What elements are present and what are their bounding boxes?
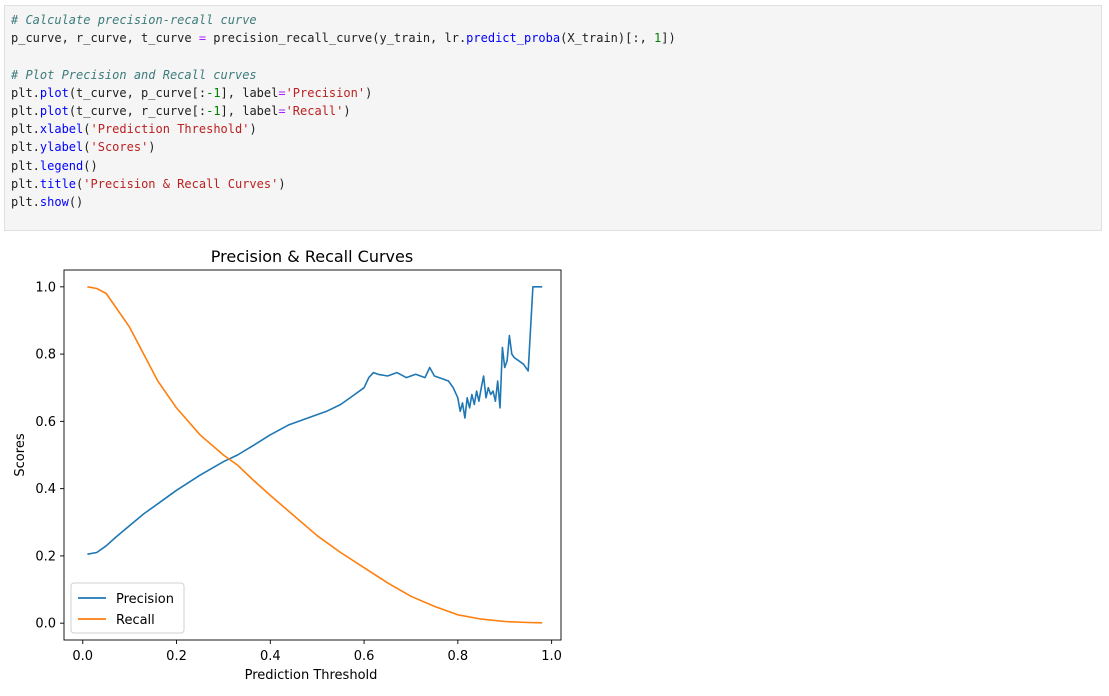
y-axis-label: Scores	[13, 433, 28, 476]
code-token: plot	[39, 103, 69, 118]
code-token: 'Recall'	[285, 103, 344, 118]
y-tick-label: 0.4	[35, 482, 56, 497]
series-line-precision	[87, 285, 543, 555]
code-line: plt.legend()	[11, 157, 676, 175]
code-token: =	[278, 103, 286, 118]
code-token: )	[148, 140, 156, 155]
code-token: plot	[39, 85, 69, 100]
code-token: (t_curve, p_curve[:	[68, 85, 207, 100]
code-token: (t_curve, r_curve[:	[68, 103, 207, 118]
y-tick-label: 0.8	[35, 348, 56, 363]
code-line	[11, 47, 676, 65]
code-cell[interactable]: # Calculate precision-recall curve p_curv…	[4, 5, 1102, 231]
code-line: plt.xlabel('Prediction Threshold')	[11, 120, 676, 138]
code-token: =	[278, 85, 286, 100]
code-token: show	[39, 194, 69, 209]
code-token: xlabel	[39, 122, 84, 137]
output-area: Precision & Recall Curves 0.0 0.2 0.4 0.6 0.…	[0, 236, 600, 692]
legend-box	[70, 582, 185, 634]
code-token: (	[83, 140, 91, 155]
code-line: plt.ylabel('Scores')	[11, 138, 676, 156]
code-token: )	[249, 122, 257, 137]
code-token: =	[198, 31, 207, 46]
code-token: precision_recall_curve(y_train, lr.	[206, 31, 467, 46]
code-line: p_curve, r_curve, t_curve = precision_re…	[11, 29, 676, 47]
code-token: plt.	[11, 194, 40, 209]
code-token: 'Prediction Threshold'	[90, 122, 250, 137]
x-axis-label: Prediction Threshold	[245, 668, 378, 683]
code-token: (	[76, 176, 84, 191]
code-line: # Calculate precision-recall curve	[11, 11, 676, 29]
code-token: legend	[39, 158, 84, 173]
code-token: plt.	[11, 85, 40, 100]
code-line: plt.plot(t_curve, r_curve[:-1], label='R…	[11, 102, 676, 120]
code-token: )	[365, 85, 373, 100]
plot-area: 0.0 0.2 0.4 0.6 0.8 1.0 0.0 0.2 0.4 0.6 0.8 1.0 Prec…	[35, 269, 562, 664]
code-token: plt.	[11, 176, 40, 191]
series-line-recall	[87, 286, 543, 624]
code-line: plt.title('Precision & Recall Curves')	[11, 175, 676, 193]
code-line: # Plot Precision and Recall curves	[11, 66, 676, 84]
plot-frame	[63, 269, 562, 641]
precision-recall-chart: Precision & Recall Curves 0.0 0.2 0.4 0.6 0.…	[13, 247, 562, 683]
code-token: ], label	[220, 103, 279, 118]
y-tick-label: 0.0	[35, 617, 56, 632]
code-line: plt.show()	[11, 193, 676, 211]
code-token: ()	[68, 194, 84, 209]
legend-label-recall: Recall	[116, 613, 155, 628]
code-token: )	[278, 176, 286, 191]
code-token: p_curve, r_curve, t_curve	[11, 31, 199, 46]
code-token: plt.	[11, 140, 40, 155]
code-token: 'Precision'	[285, 85, 366, 100]
code-token: # Plot Precision and Recall curves	[11, 67, 257, 82]
code-token: 'Scores'	[90, 140, 149, 155]
code-token: plt.	[11, 122, 40, 137]
y-tick-label: 0.2	[35, 549, 56, 564]
code-token: )	[343, 103, 351, 118]
x-tick-label: 0.2	[166, 649, 187, 664]
y-tick-label: 1.0	[35, 280, 56, 295]
x-tick-label: 1.0	[541, 649, 562, 664]
legend-label-precision: Precision	[116, 592, 174, 607]
x-tick-label: 0.0	[72, 649, 93, 664]
code-token: -1	[206, 85, 221, 100]
code-token: -1	[206, 103, 221, 118]
code-token: ])	[661, 31, 676, 46]
code-token: 1	[654, 31, 662, 46]
chart-title: Precision & Recall Curves	[211, 247, 413, 266]
code-token: (X_train)[:,	[560, 31, 655, 46]
x-tick-label: 0.8	[448, 649, 469, 664]
code-editor[interactable]: # Calculate precision-recall curve p_curv…	[11, 11, 676, 211]
code-token: title	[39, 176, 77, 191]
code-token: predict_proba	[466, 31, 561, 46]
code-line: plt.plot(t_curve, p_curve[:-1], label='P…	[11, 84, 676, 102]
x-tick-label: 0.6	[354, 649, 375, 664]
code-token: ], label	[220, 85, 279, 100]
code-token: ylabel	[39, 140, 84, 155]
y-tick-label: 0.6	[35, 415, 56, 430]
code-token: # Calculate precision-recall curve	[11, 13, 257, 27]
code-token: 'Precision & Recall Curves'	[83, 176, 279, 191]
x-tick-label: 0.4	[260, 649, 281, 664]
code-token: plt.	[11, 103, 40, 118]
code-token: ()	[83, 158, 98, 173]
code-token: (	[83, 122, 91, 137]
code-token: plt.	[11, 158, 40, 173]
